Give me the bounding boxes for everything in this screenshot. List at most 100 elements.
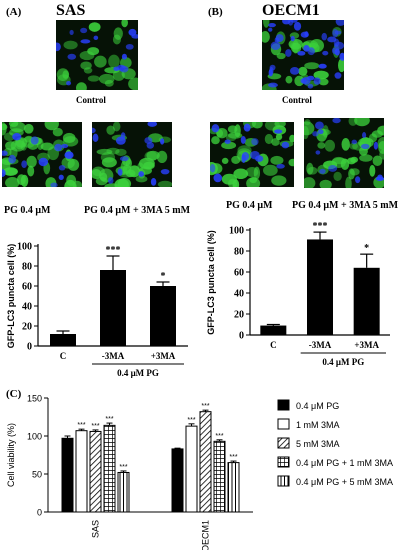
legend-label: 0.4 μM PG + 1 mM 3MA bbox=[296, 458, 393, 468]
caption-oecm1-control: Control bbox=[282, 95, 312, 105]
bar bbox=[185, 425, 198, 513]
bar bbox=[353, 267, 380, 335]
y-tick-label: 150 bbox=[27, 394, 42, 404]
gfp-cell bbox=[135, 175, 148, 183]
gfp-cell bbox=[372, 155, 383, 167]
gfp-cell bbox=[271, 138, 280, 146]
panel-a-title: SAS bbox=[56, 2, 86, 19]
bar bbox=[171, 448, 184, 513]
chart-cell-viability: 0 50 100 150 Cell viability (%) *** *** *** *** S… bbox=[6, 394, 393, 550]
nucleus bbox=[115, 136, 126, 145]
gfp-cell bbox=[234, 124, 241, 138]
gfp-cell bbox=[313, 70, 329, 80]
gfp-cell bbox=[83, 67, 93, 74]
nucleus bbox=[307, 47, 315, 56]
nucleus bbox=[355, 176, 361, 184]
y-axis-label: GFP-LC3 puncta cell (%) bbox=[206, 230, 216, 335]
nucleus bbox=[321, 32, 328, 41]
gfp-cell bbox=[146, 150, 160, 161]
gfp-cell bbox=[62, 132, 76, 144]
category-label: -3MA bbox=[102, 351, 125, 361]
nucleus bbox=[211, 124, 220, 133]
gfp-cell bbox=[112, 34, 121, 45]
nucleus bbox=[125, 43, 134, 50]
legend-label: 0.4 μM PG + 5 mM 3MA bbox=[296, 477, 393, 487]
gfp-cell bbox=[348, 168, 355, 180]
significance-marker: *** bbox=[187, 417, 195, 424]
nucleus bbox=[213, 173, 223, 183]
gfp-cell bbox=[292, 40, 299, 54]
gfp-cell bbox=[121, 20, 128, 28]
gfp-cell bbox=[322, 125, 329, 138]
gfp-cell bbox=[369, 164, 376, 177]
chart-oecm1-puncta: 0 20 40 60 80 100 GFP-LC3 puncta cell (%) C *** -… bbox=[206, 221, 390, 367]
nucleus bbox=[113, 66, 120, 72]
nucleus bbox=[117, 168, 123, 176]
gfp-cell bbox=[289, 134, 294, 143]
gfp-cell bbox=[211, 136, 220, 145]
bar bbox=[150, 286, 176, 346]
nucleus bbox=[12, 133, 22, 141]
gfp-cell bbox=[319, 179, 332, 188]
nucleus bbox=[318, 63, 327, 69]
nucleus bbox=[335, 20, 344, 26]
micrograph-oecm1-control bbox=[262, 20, 344, 90]
gfp-cell bbox=[263, 164, 278, 176]
gfp-cell bbox=[87, 75, 100, 82]
nucleus bbox=[268, 27, 273, 32]
nucleus bbox=[290, 20, 298, 23]
gfp-cell bbox=[88, 22, 101, 32]
caption-sas-pg: PG 0.4 μM bbox=[4, 205, 51, 216]
nucleus bbox=[160, 138, 165, 145]
gfp-cell bbox=[263, 20, 270, 28]
nucleus bbox=[210, 164, 216, 173]
gfp-cell bbox=[298, 66, 308, 76]
significance-marker: *** bbox=[119, 464, 127, 471]
nucleus bbox=[290, 35, 295, 42]
gfp-cell bbox=[304, 177, 316, 188]
nucleus bbox=[297, 50, 306, 56]
y-tick-label: 20 bbox=[22, 322, 32, 333]
nucleus bbox=[269, 66, 274, 76]
gfp-cell bbox=[232, 179, 240, 187]
nucleus bbox=[119, 156, 129, 162]
nucleus bbox=[119, 65, 129, 73]
gfp-cell bbox=[245, 167, 259, 178]
nucleus bbox=[93, 35, 99, 41]
caption-sas-control: Control bbox=[76, 95, 106, 105]
significance-marker: *** bbox=[77, 422, 85, 429]
bar bbox=[227, 462, 240, 513]
nucleus bbox=[328, 164, 338, 172]
nucleus bbox=[332, 29, 339, 38]
nucleus bbox=[69, 29, 74, 36]
gfp-cell bbox=[20, 142, 27, 151]
panel-c-letter: (C) bbox=[6, 388, 22, 400]
y-tick-label: 0 bbox=[239, 331, 244, 342]
nucleus bbox=[276, 163, 285, 169]
legend-swatch bbox=[277, 437, 290, 449]
nucleus bbox=[289, 66, 300, 75]
nucleus bbox=[251, 138, 259, 146]
nucleus bbox=[300, 78, 307, 84]
gfp-cell bbox=[304, 126, 309, 140]
category-label: C bbox=[270, 340, 277, 350]
nucleus bbox=[50, 182, 58, 187]
bar bbox=[213, 440, 226, 513]
bar bbox=[199, 411, 212, 513]
nucleus bbox=[315, 121, 324, 130]
gfp-cell bbox=[345, 176, 352, 188]
nucleus bbox=[54, 143, 63, 152]
y-tick-label: 40 bbox=[234, 289, 244, 300]
y-axis-label: Cell viability (%) bbox=[6, 423, 16, 487]
gfp-cell bbox=[5, 141, 17, 151]
gfp-cell bbox=[246, 177, 261, 187]
gfp-cell bbox=[94, 55, 107, 68]
bar bbox=[100, 270, 126, 346]
bar bbox=[260, 325, 287, 335]
legend-label: 0.4 μM PG bbox=[296, 401, 339, 411]
nucleus bbox=[146, 142, 155, 149]
bar bbox=[307, 239, 333, 335]
nucleus bbox=[377, 174, 383, 181]
bar bbox=[89, 430, 102, 513]
gfp-cell bbox=[349, 142, 358, 150]
